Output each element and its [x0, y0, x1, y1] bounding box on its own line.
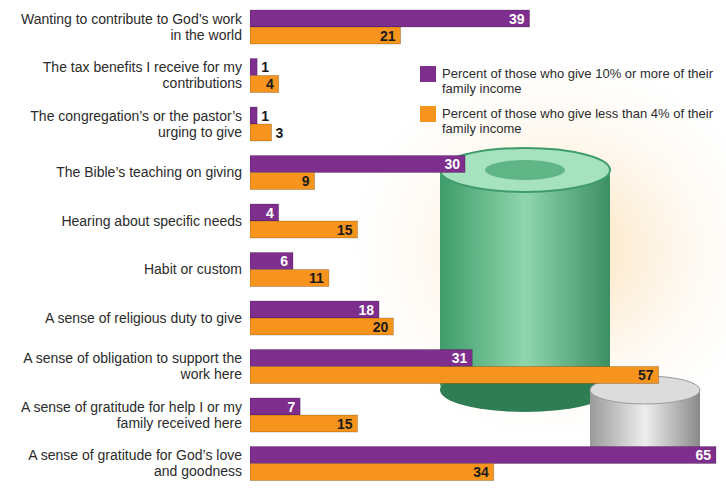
data-label: 65: [695, 447, 711, 463]
legend-swatch: [420, 66, 436, 82]
data-label: 1: [261, 59, 269, 75]
data-label: 57: [638, 367, 654, 383]
bar: [250, 464, 494, 481]
category-label: A sense of obligation to support thework…: [23, 350, 242, 382]
bar: [250, 270, 329, 287]
bar: [250, 173, 315, 190]
bar: [250, 447, 716, 464]
bar: [250, 10, 530, 27]
legend-label: Percent of those who give less than 4% o…: [442, 106, 714, 136]
data-label: 34: [473, 464, 489, 480]
bar: [250, 221, 358, 238]
bar: [250, 253, 293, 270]
bar: [250, 398, 300, 415]
data-label: 15: [337, 222, 353, 238]
data-label: 6: [280, 253, 288, 269]
bar: [250, 59, 257, 76]
legend-label: Percent of those who give 10% or more of…: [442, 66, 714, 96]
category-label: Habit or custom: [144, 261, 242, 277]
data-label: 9: [302, 173, 310, 189]
data-label: 4: [266, 205, 274, 221]
bar: [250, 367, 659, 384]
data-label: 31: [452, 350, 468, 366]
category-label: The congregation’s or the pastor’surging…: [30, 108, 242, 140]
data-label: 7: [287, 399, 295, 415]
data-label: 3: [276, 125, 284, 141]
legend-swatch: [420, 106, 436, 122]
bar: [250, 415, 358, 432]
bar: [250, 76, 279, 93]
bar: [250, 156, 465, 173]
bar: [250, 318, 393, 335]
data-label: 39: [509, 11, 525, 27]
bars: [250, 10, 716, 481]
category-label: The tax benefits I receive for mycontrib…: [43, 59, 242, 91]
legend: Percent of those who give 10% or more of…: [420, 66, 714, 136]
data-label: 30: [444, 156, 460, 172]
data-label: 21: [380, 28, 396, 44]
bar: [250, 350, 472, 367]
category-label: A sense of religious duty to give: [45, 310, 242, 326]
bar: [250, 107, 257, 124]
chart: Wanting to contribute to God’s workin th…: [0, 0, 726, 504]
bar: [250, 204, 279, 221]
category-label: The Bible’s teaching on giving: [56, 164, 242, 180]
bar: [250, 124, 272, 141]
bar: [250, 27, 401, 44]
category-label: A sense of gratitude for God’s loveand g…: [28, 447, 242, 479]
data-label: 18: [358, 302, 374, 318]
data-label: 11: [309, 270, 324, 286]
background-illustration: [330, 40, 726, 460]
data-label: 15: [337, 416, 353, 432]
category-label: Hearing about specific needs: [61, 213, 242, 229]
data-label: 20: [373, 319, 389, 335]
category-label: Wanting to contribute to God’s workin th…: [21, 11, 243, 43]
category-label: A sense of gratitude for help I or myfam…: [21, 399, 242, 431]
data-label: 1: [261, 108, 269, 124]
bar: [250, 301, 379, 318]
data-label: 4: [266, 76, 274, 92]
